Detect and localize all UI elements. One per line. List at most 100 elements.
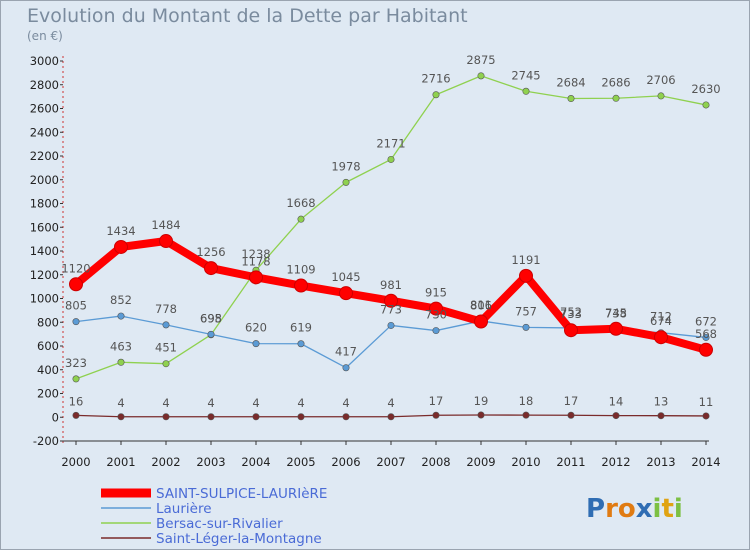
y-tick-label: 2800 [30, 78, 59, 92]
data-label: 730 [425, 308, 447, 322]
data-point [294, 278, 308, 293]
y-tick-label: 1200 [30, 268, 59, 282]
data-label: 1045 [331, 270, 360, 284]
data-label: 17 [429, 394, 444, 408]
data-point [384, 293, 398, 308]
data-point [702, 101, 710, 109]
data-label: 806 [470, 299, 492, 313]
data-point [657, 412, 665, 420]
y-tick-label: -200 [33, 434, 59, 448]
data-point [117, 312, 125, 320]
data-label: 4 [297, 396, 304, 410]
data-point [519, 268, 533, 283]
data-label: 4 [252, 396, 259, 410]
data-label: 13 [654, 395, 669, 409]
x-tick-label: 2007 [376, 455, 405, 469]
data-label: 4 [117, 396, 124, 410]
data-point [387, 155, 395, 163]
legend-label: Saint-Léger-la-Montagne [156, 531, 322, 547]
data-point [252, 340, 260, 348]
data-label: 1178 [241, 254, 270, 268]
data-label: 2686 [601, 75, 630, 89]
x-tick-label: 2003 [196, 455, 225, 469]
data-point [522, 411, 530, 419]
data-label: 568 [695, 327, 717, 341]
data-label: 672 [695, 314, 717, 328]
data-point [342, 364, 350, 372]
data-point [162, 321, 170, 329]
data-point [204, 261, 218, 276]
data-point [162, 413, 170, 421]
data-point [162, 360, 170, 368]
y-tick-label: 2600 [30, 102, 59, 116]
data-point [522, 323, 530, 331]
data-point [387, 321, 395, 329]
x-tick-label: 2011 [556, 455, 585, 469]
chart-subtitle: (en €) [27, 29, 63, 43]
legend-label: Bersac-sur-Rivalier [156, 516, 283, 532]
data-point [114, 239, 128, 254]
data-label: 4 [207, 396, 214, 410]
data-label: 4 [387, 396, 394, 410]
data-label: 2716 [421, 72, 450, 86]
data-label: 2875 [466, 53, 495, 67]
data-point [429, 301, 443, 316]
data-label: 2171 [376, 136, 405, 150]
data-point [117, 413, 125, 421]
plot-area [63, 61, 709, 441]
data-point [657, 92, 665, 100]
data-label: 1978 [331, 159, 360, 173]
y-tick-label: 0 [52, 410, 59, 424]
x-tick-label: 2010 [511, 455, 540, 469]
data-point [297, 340, 305, 348]
data-label: 745 [605, 306, 627, 320]
x-tick-label: 2006 [331, 455, 360, 469]
data-label: 1434 [106, 224, 135, 238]
x-tick-label: 2001 [106, 455, 135, 469]
y-tick-label: 2000 [30, 173, 59, 187]
data-point [72, 318, 80, 326]
x-tick-label: 2012 [601, 455, 630, 469]
x-tick-label: 2004 [241, 455, 270, 469]
data-point [699, 342, 713, 357]
legend-label: Laurière [156, 501, 212, 517]
proxiti-logo: Proxiti [586, 494, 683, 524]
data-point [522, 87, 530, 95]
data-label: 915 [425, 286, 447, 300]
data-point [297, 413, 305, 421]
data-label: 1256 [196, 245, 225, 259]
data-point [477, 72, 485, 80]
data-point [612, 412, 620, 420]
data-point [339, 286, 353, 301]
data-point [72, 375, 80, 383]
data-label: 773 [380, 302, 402, 316]
data-label: 19 [474, 394, 489, 408]
y-tick-label: 200 [37, 387, 59, 401]
data-point [342, 413, 350, 421]
data-label: 1484 [151, 218, 180, 232]
y-tick-label: 400 [37, 363, 59, 377]
data-label: 2745 [511, 68, 540, 82]
data-point [117, 358, 125, 366]
data-label: 981 [380, 278, 402, 292]
data-point [609, 321, 623, 336]
data-label: 619 [290, 321, 312, 335]
data-label: 1668 [286, 196, 315, 210]
data-point [567, 95, 575, 103]
data-label: 18 [519, 394, 534, 408]
data-point [69, 277, 83, 292]
data-point [564, 323, 578, 338]
data-point [432, 411, 440, 419]
y-tick-label: 2400 [30, 125, 59, 139]
data-point [612, 94, 620, 102]
data-label: 805 [65, 299, 87, 313]
data-label: 695 [200, 312, 222, 326]
y-tick-label: 600 [37, 339, 59, 353]
data-point [207, 413, 215, 421]
data-label: 2630 [691, 82, 720, 96]
data-label: 1120 [61, 261, 90, 275]
y-tick-label: 1400 [30, 244, 59, 258]
data-label: 16 [69, 394, 84, 408]
